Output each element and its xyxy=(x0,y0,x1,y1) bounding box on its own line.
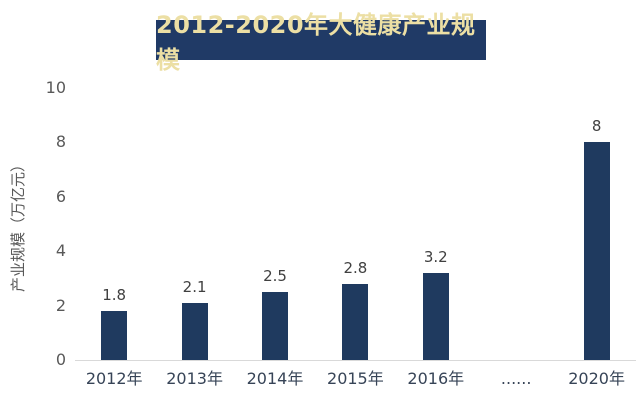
x-axis-line xyxy=(75,360,636,361)
y-tick-label: 2 xyxy=(55,295,66,315)
x-tick-label: 2013年 xyxy=(166,369,223,388)
bar xyxy=(262,292,288,360)
x-tick-label: 2020年 xyxy=(568,369,625,388)
bar-value-label: 3.2 xyxy=(423,247,448,266)
x-tick-label: 2016年 xyxy=(407,369,465,388)
y-axis-title: 产业规模（万亿元） xyxy=(8,156,27,292)
bar xyxy=(422,272,449,360)
bar-value-label: 2.1 xyxy=(182,277,207,296)
bar xyxy=(583,142,610,360)
x-tick-label: 2012年 xyxy=(85,369,143,388)
x-tick-label: 2014年 xyxy=(246,369,304,388)
x-tick-label: 2015年 xyxy=(327,369,384,388)
bar-value-label: 2.5 xyxy=(263,267,287,285)
bar xyxy=(342,283,369,360)
chart-title-banner: 2012-2020年大健康产业规模 xyxy=(156,11,486,74)
bar-value-label: 2.8 xyxy=(343,258,368,277)
bar xyxy=(181,302,208,360)
chart-title: 2012-2020年大健康产业规模 xyxy=(156,11,476,74)
bar-value-label: 1.8 xyxy=(102,286,127,305)
y-tick-label: 8 xyxy=(55,132,66,152)
x-tick-label: ...... xyxy=(500,369,532,388)
bar-value-label: 8 xyxy=(591,117,602,136)
y-tick-label: 0 xyxy=(55,350,66,369)
y-tick-label: 4 xyxy=(55,241,66,261)
y-tick-label: 6 xyxy=(55,186,66,206)
y-axis-title-wrap: 产业规模（万亿元） xyxy=(0,88,34,360)
y-tick-label: 10 xyxy=(45,78,66,97)
bar xyxy=(101,311,128,360)
